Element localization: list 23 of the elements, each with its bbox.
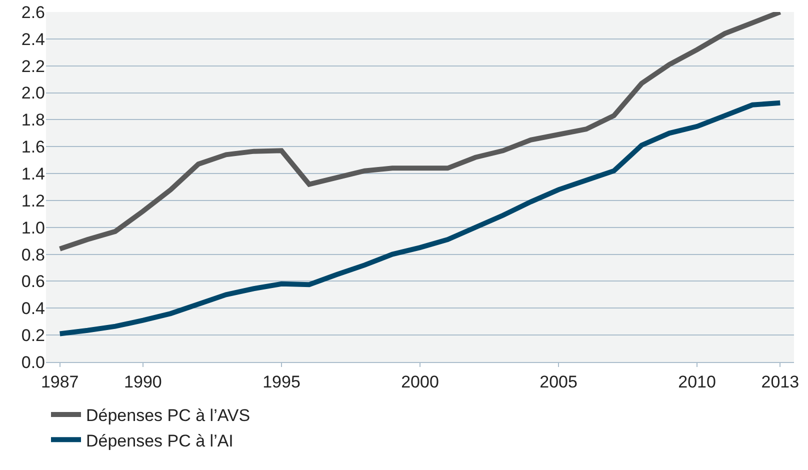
y-tick-label: 0.0: [21, 352, 45, 372]
y-tick-label: 2.4: [21, 30, 45, 49]
x-tick-label: 1990: [124, 372, 162, 392]
x-tick-label: 2005: [540, 372, 578, 392]
y-tick-label: 0.8: [21, 245, 45, 264]
y-tick-label: 1.4: [21, 164, 45, 184]
y-tick-label: 1.6: [21, 138, 45, 157]
y-tick-label: 1.2: [21, 191, 45, 210]
y-tick-label: 0.6: [21, 272, 45, 292]
y-tick-label: 1.0: [21, 218, 45, 238]
legend-label: Dépenses PC à l’AVS: [86, 406, 250, 426]
y-tick-label: 2.6: [21, 2, 45, 22]
y-tick-label: 1.8: [21, 110, 45, 130]
y-tick-label: 0.4: [21, 299, 45, 318]
x-tick-label: 1995: [262, 372, 300, 392]
x-tick-label: 2000: [401, 372, 439, 392]
legend-label: Dépenses PC à l’AI: [86, 431, 234, 450]
y-tick-label: 0.2: [21, 326, 45, 346]
x-tick-label: 1987: [40, 372, 79, 392]
y-tick-label: 2.2: [21, 56, 45, 76]
x-tick-label: 2010: [678, 372, 716, 392]
y-tick-label: 2.0: [21, 84, 45, 103]
x-tick-label: 2013: [761, 372, 800, 392]
